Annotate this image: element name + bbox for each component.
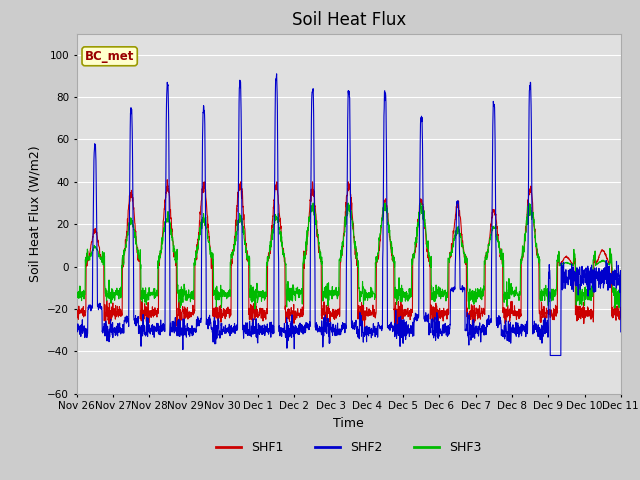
X-axis label: Time: Time: [333, 417, 364, 430]
Y-axis label: Soil Heat Flux (W/m2): Soil Heat Flux (W/m2): [29, 145, 42, 282]
Title: Soil Heat Flux: Soil Heat Flux: [292, 11, 406, 29]
Text: BC_met: BC_met: [85, 50, 134, 63]
Legend: SHF1, SHF2, SHF3: SHF1, SHF2, SHF3: [211, 436, 486, 459]
